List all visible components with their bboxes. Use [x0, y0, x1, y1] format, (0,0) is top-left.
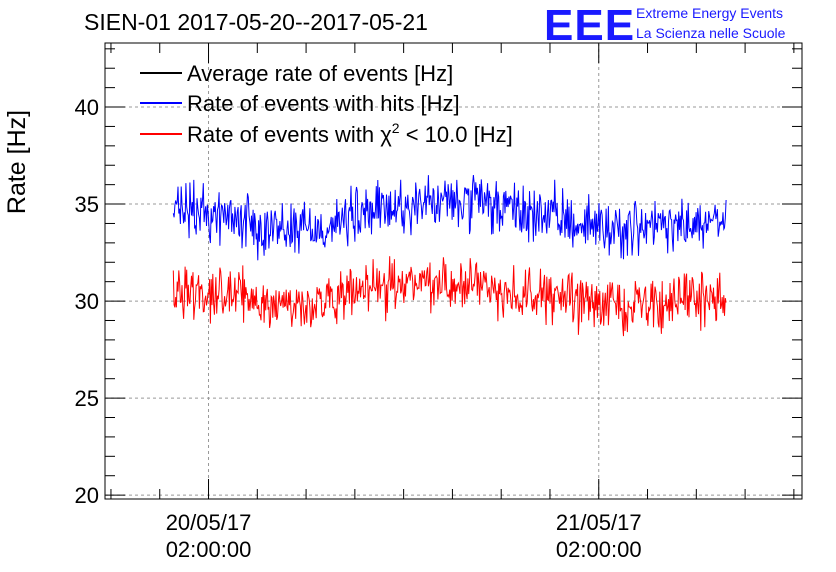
x-tick-label-date: 21/05/17 — [556, 510, 642, 535]
legend-label-hits: Rate of events with hits [Hz] — [187, 91, 460, 116]
series-line-2 — [172, 256, 727, 337]
y-axis-label: Rate [Hz] — [3, 110, 31, 214]
series-line-1 — [172, 174, 727, 261]
y-tick-label: 35 — [75, 192, 99, 217]
y-tick-label: 30 — [75, 289, 99, 314]
logo-line-2: La Scienza nelle Scuole — [636, 25, 786, 41]
legend-label-average: Average rate of events [Hz] — [187, 61, 453, 86]
chart-title: SIEN-01 2017-05-20--2017-05-21 — [84, 9, 428, 35]
x-tick-label-time: 02:00:00 — [556, 537, 642, 562]
x-tick-label-date: 20/05/17 — [166, 510, 252, 535]
legend-label-chi2-symbol: χ — [380, 122, 392, 147]
y-tick-label: 25 — [75, 386, 99, 411]
plot-frame — [104, 42, 803, 500]
y-tick-label: 20 — [75, 483, 99, 508]
legend-label-chi2-suffix: < 10.0 [Hz] — [400, 122, 513, 147]
legend-label-chi2-exponent: 2 — [392, 120, 400, 136]
legend: Average rate of events [Hz] Rate of even… — [140, 61, 513, 147]
legend-label-chi2: Rate of events with χ2 < 10.0 [Hz] — [187, 120, 513, 147]
logo-line-1: Extreme Energy Events — [636, 5, 783, 21]
axis-layer: 202530354020/05/1702:00:0021/05/1702:00:… — [75, 43, 802, 562]
x-tick-label-time: 02:00:00 — [166, 537, 252, 562]
y-tick-label: 40 — [75, 95, 99, 120]
series-layer — [172, 174, 727, 337]
eee-logo-mark: EEE — [544, 1, 635, 50]
legend-label-chi2-prefix: Rate of events with — [187, 122, 380, 147]
eee-logo: EEE Extreme Energy Events La Scienza nel… — [544, 1, 786, 50]
